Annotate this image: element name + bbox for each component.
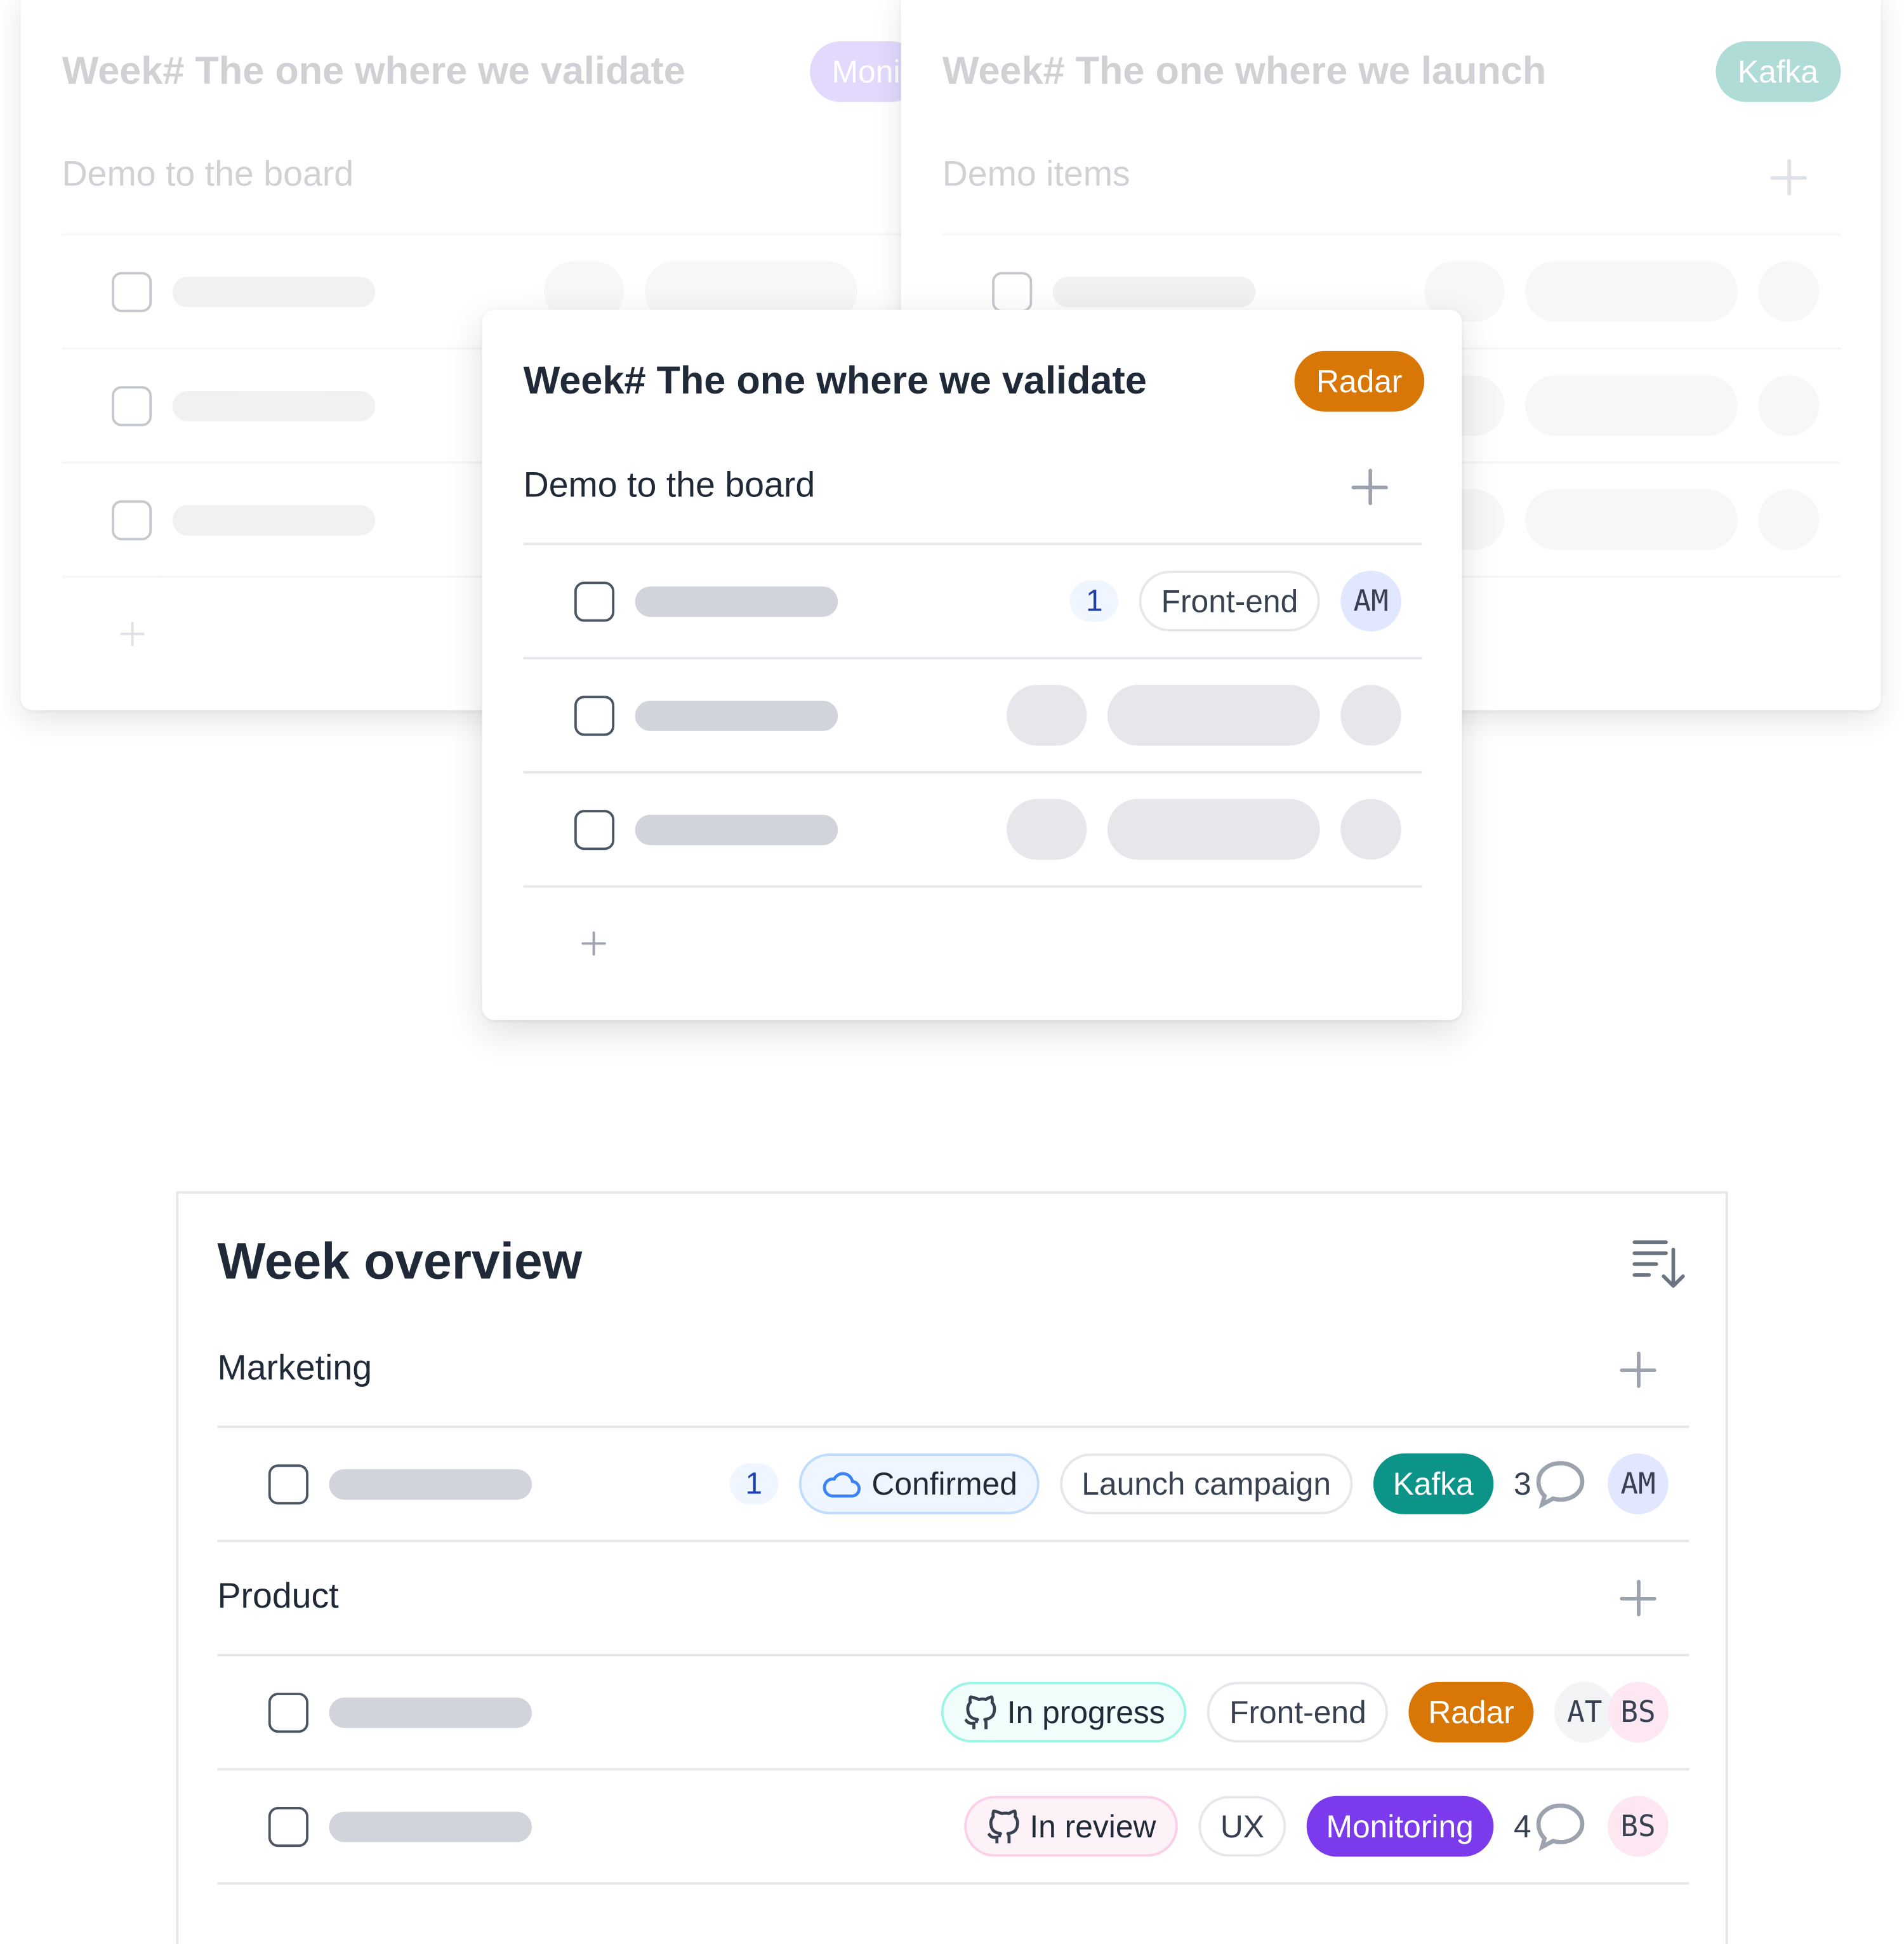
group-title-product: Product [217, 1577, 339, 1617]
avatar[interactable]: BS [1608, 1795, 1669, 1857]
divider [523, 657, 1422, 659]
task-row[interactable]: 1 Front-end AM [524, 544, 1422, 658]
project-badge-monitoring[interactable]: Monitoring [1306, 1795, 1493, 1857]
task-row[interactable]: In review UX Monitoring 4 BS [217, 1769, 1689, 1884]
status-pill-in-progress[interactable]: In progress [941, 1681, 1187, 1743]
overview-title: Week overview [217, 1232, 583, 1290]
status-label: Confirmed [871, 1465, 1017, 1502]
divider [217, 1425, 1689, 1429]
add-task-icon[interactable] [120, 621, 145, 646]
section-title: Demo items [942, 155, 1130, 195]
task-placeholder [635, 700, 838, 731]
github-icon [964, 1695, 997, 1729]
status-pill-confirmed[interactable]: Confirmed [798, 1453, 1040, 1514]
add-item-icon[interactable] [1351, 468, 1388, 505]
placeholder [1758, 261, 1820, 322]
placeholder [1007, 685, 1087, 746]
divider [62, 233, 912, 236]
checkbox[interactable] [574, 810, 615, 850]
board-card-validate: Week# The one where we validate Radar De… [482, 309, 1462, 1021]
checkbox[interactable] [574, 581, 615, 622]
card-title: Week# The one where we validate [62, 48, 685, 93]
avatar[interactable]: AM [1608, 1453, 1669, 1514]
project-badge[interactable]: Kafka [1716, 41, 1841, 102]
task-placeholder [172, 391, 376, 421]
checkbox[interactable] [268, 1806, 308, 1848]
task-placeholder [172, 505, 376, 536]
task-placeholder [1052, 277, 1256, 308]
project-badge-radar[interactable]: Radar [1294, 350, 1424, 412]
checkbox[interactable] [112, 500, 152, 541]
checkbox[interactable] [268, 1693, 308, 1733]
card-title: Week# The one where we launch [942, 48, 1547, 93]
avatar[interactable]: BS [1608, 1681, 1669, 1743]
placeholder [1340, 798, 1401, 860]
comments-count[interactable]: 3 [1514, 1458, 1587, 1509]
tag-pill[interactable]: Launch campaign [1059, 1453, 1353, 1514]
divider [942, 233, 1841, 236]
add-item-icon[interactable] [1770, 159, 1807, 196]
divider [523, 885, 1422, 888]
task-placeholder [329, 1811, 532, 1842]
section-title: Demo to the board [62, 155, 354, 195]
placeholder [1107, 798, 1320, 860]
divider [217, 1882, 1689, 1885]
section-title: Demo to the board [523, 466, 816, 505]
divider [217, 1540, 1689, 1542]
tag-pill[interactable]: Front-end [1207, 1681, 1389, 1743]
checkbox[interactable] [112, 386, 152, 426]
checkbox[interactable] [574, 696, 615, 736]
status-label: In review [1029, 1807, 1156, 1844]
avatar[interactable]: AT [1554, 1681, 1615, 1743]
comments-count[interactable]: 4 [1514, 1801, 1587, 1851]
task-row[interactable] [62, 463, 912, 577]
comment-icon [1536, 1461, 1585, 1509]
task-row[interactable]: In progress Front-end Radar AT BS [217, 1655, 1689, 1769]
comment-count-label: 3 [1513, 1465, 1531, 1502]
group-title-marketing: Marketing [217, 1349, 373, 1388]
checkbox[interactable] [268, 1464, 308, 1505]
divider [523, 543, 1422, 546]
checkbox[interactable] [112, 272, 152, 312]
task-placeholder [329, 1469, 532, 1500]
status-label: In progress [1007, 1693, 1165, 1730]
task-row[interactable] [942, 348, 1841, 463]
add-task-icon[interactable] [581, 931, 606, 956]
task-row[interactable] [942, 463, 1841, 577]
task-row[interactable]: 1 Confirmed Launch campaign Kafka 3 AM [217, 1427, 1689, 1541]
tag-pill[interactable]: Front-end [1139, 571, 1320, 631]
task-placeholder [329, 1697, 532, 1728]
placeholder [1007, 798, 1087, 860]
divider [523, 770, 1422, 774]
project-badge-radar[interactable]: Radar [1408, 1681, 1534, 1743]
divider [217, 1653, 1689, 1656]
subtask-count: 1 [729, 1463, 779, 1505]
project-badge-kafka[interactable]: Kafka [1373, 1453, 1493, 1514]
week-overview-panel: Week overview Marketing 1 Confirmed Laun… [176, 1191, 1728, 1944]
card-title: Week# The one where we validate [523, 358, 1147, 402]
task-row[interactable] [524, 658, 1422, 772]
task-placeholder [635, 814, 838, 845]
placeholder [1107, 685, 1320, 746]
add-product-task-icon[interactable] [1620, 1580, 1656, 1617]
comment-icon [1536, 1803, 1585, 1851]
sort-descending-icon[interactable] [1632, 1238, 1685, 1288]
add-marketing-task-icon[interactable] [1620, 1351, 1656, 1388]
github-icon [987, 1809, 1019, 1844]
comment-count-label: 4 [1513, 1807, 1531, 1844]
task-row[interactable] [942, 234, 1841, 348]
task-row[interactable] [62, 348, 912, 463]
placeholder [1525, 261, 1738, 322]
placeholder [1340, 685, 1401, 746]
avatar[interactable]: AM [1340, 571, 1401, 631]
task-placeholder [635, 586, 838, 617]
status-pill-in-review[interactable]: In review [964, 1795, 1178, 1857]
tag-pill[interactable]: UX [1198, 1795, 1286, 1857]
task-placeholder [172, 277, 376, 308]
cloud-icon [823, 1472, 861, 1498]
divider [217, 1768, 1689, 1771]
task-row[interactable] [524, 772, 1422, 887]
checkbox[interactable] [992, 272, 1033, 312]
subtask-count: 1 [1070, 580, 1119, 622]
